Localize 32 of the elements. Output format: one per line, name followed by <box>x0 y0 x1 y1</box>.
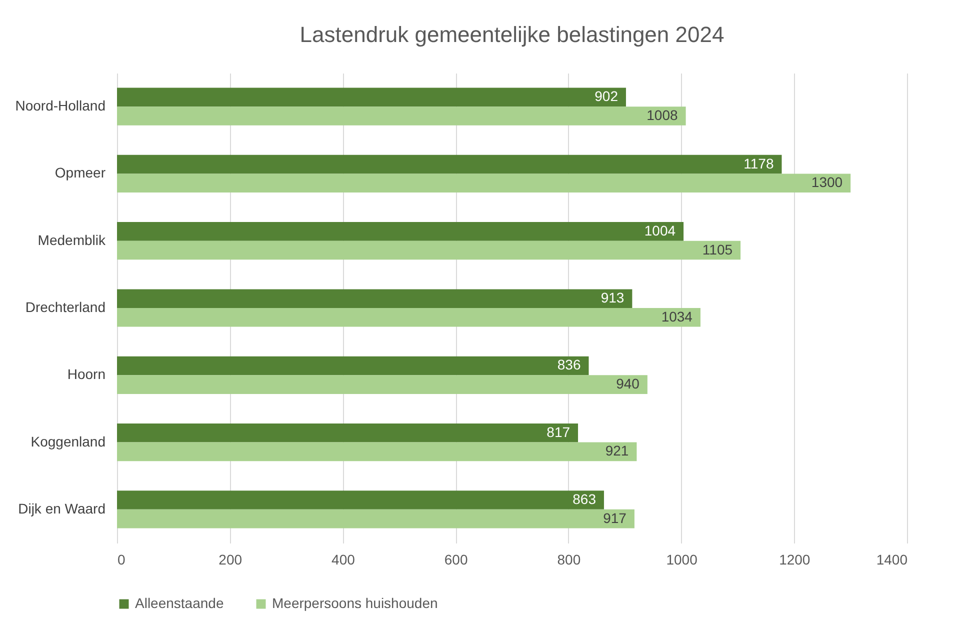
data-label: 863 <box>572 491 596 508</box>
data-label: 1034 <box>661 308 693 324</box>
data-label: 1004 <box>644 222 676 238</box>
x-tick-label: 200 <box>218 552 242 568</box>
x-tick-label: 800 <box>557 552 581 568</box>
x-tick-label: 1400 <box>876 552 908 568</box>
chart-title: Lastendruk gemeentelijke belastingen 2024 <box>300 22 724 47</box>
legend-label: Meerpersoons huishouden <box>272 595 438 611</box>
y-tick-label: Noord-Holland <box>15 98 106 114</box>
x-tick-label: 1000 <box>666 552 698 568</box>
data-label: 1105 <box>702 241 733 258</box>
y-tick-label: Medemblik <box>38 232 106 248</box>
x-tick-label: 1200 <box>779 552 810 568</box>
y-tick-label: Drechterland <box>25 299 106 315</box>
data-label: 902 <box>594 88 618 104</box>
y-tick-label: Dijk en Waard <box>18 500 106 516</box>
data-label: 836 <box>557 356 581 373</box>
data-label: 1178 <box>744 155 774 172</box>
data-label: 913 <box>600 290 624 306</box>
x-tick-label: 400 <box>332 552 356 568</box>
x-tick-label: 600 <box>444 552 468 568</box>
x-tick-label: 0 <box>118 552 126 568</box>
data-label: 940 <box>616 376 640 392</box>
y-tick-label: Koggenland <box>30 433 106 450</box>
data-label: 1300 <box>811 174 843 190</box>
data-label: 1008 <box>646 106 678 123</box>
legend-label: Alleenstaande <box>135 595 224 611</box>
y-tick-label: Hoorn <box>67 366 106 382</box>
data-label: 817 <box>546 424 570 440</box>
data-label: 921 <box>605 442 629 459</box>
y-tick-label: Opmeer <box>54 164 106 181</box>
data-label: 917 <box>603 510 627 526</box>
